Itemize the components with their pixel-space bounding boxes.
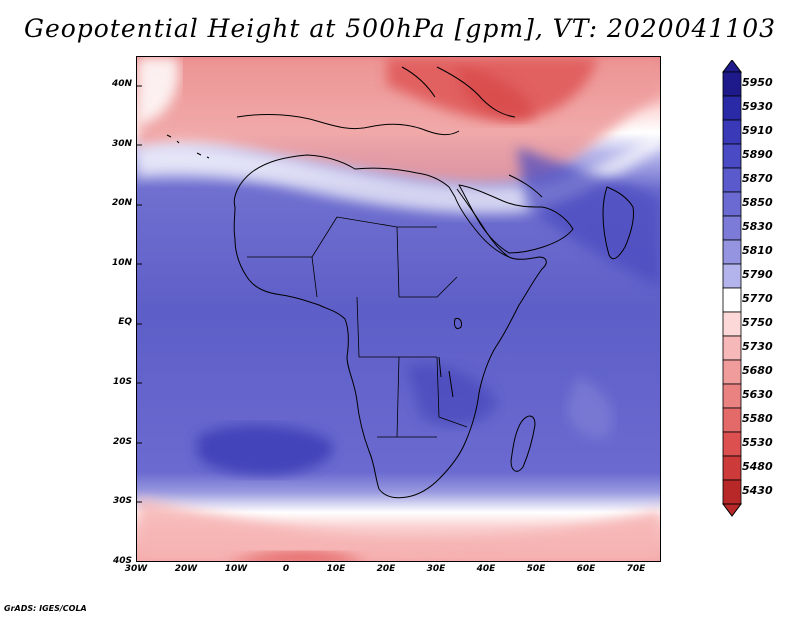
coastlines — [166, 66, 634, 499]
europe-coastline — [236, 114, 460, 136]
colorbar-level-label: 5870 — [742, 172, 773, 185]
lat-tick-label: 40N — [111, 79, 132, 89]
indian-ocean-light-area — [567, 377, 613, 439]
madagascar-coastline — [510, 415, 536, 472]
colorbar-level-label: 5680 — [742, 364, 773, 377]
map-title: Geopotential Height at 500hPa [gpm], VT:… — [23, 14, 777, 43]
colorbar-segment — [722, 167, 742, 193]
colorbar-level-label: 5930 — [742, 100, 773, 113]
balkans-coastline — [401, 66, 516, 118]
lat-tick-label: EQ — [118, 317, 132, 328]
lake-victoria — [454, 318, 462, 330]
canary-islands — [166, 134, 210, 159]
lat-tick-label: 10S — [112, 377, 132, 387]
colorbar-bottom-arrow — [722, 503, 742, 517]
lon-tick-label: 60E — [576, 564, 596, 574]
colorbar-segment — [722, 455, 742, 481]
colorbar-segment — [722, 263, 742, 289]
lat-tick-label: 30N — [111, 138, 132, 149]
colorbar-level-label: 5770 — [742, 292, 773, 305]
colorbar-segment — [722, 407, 742, 433]
arabia-coastline — [458, 184, 574, 254]
colorbar-segment — [722, 431, 742, 457]
colorbar-level-label: 5530 — [742, 436, 773, 449]
geopotential-map — [137, 57, 660, 561]
lon-tick-label: 10W — [224, 564, 248, 574]
lon-tick-label: 40E — [476, 564, 496, 574]
south-low-core — [233, 551, 363, 561]
colorbar-level-label: 5830 — [742, 220, 773, 233]
colorbar-level-label: 5630 — [742, 388, 773, 401]
northwest-ridge — [137, 57, 179, 127]
colorbar-segment — [722, 143, 742, 169]
colorbar-segment — [722, 239, 742, 265]
india-coastline — [602, 186, 634, 260]
colorbar-segment — [722, 119, 742, 145]
north-low-inner — [457, 67, 533, 120]
colorbar-level-label: 5910 — [742, 124, 773, 137]
lon-tick-label: 0 — [282, 564, 290, 574]
lon-tick-label: 70E — [626, 564, 646, 574]
lon-tick-label: 10E — [326, 564, 346, 574]
colorbar-level-label: 5810 — [742, 244, 773, 257]
colorbar-segment — [722, 95, 742, 121]
colorbar-segment — [722, 359, 742, 385]
lon-tick-label: 50E — [526, 564, 546, 574]
colorbar-segment — [722, 71, 742, 97]
colorbar-level-label: 5790 — [742, 268, 773, 281]
axis-ticks — [137, 85, 142, 503]
colorbar-segment — [722, 335, 742, 361]
lat-tick-label: 20N — [111, 198, 132, 209]
rift-lakes — [438, 356, 454, 398]
country-borders — [247, 216, 468, 438]
lon-tick-label: 30E — [426, 564, 446, 574]
lon-tick-label: 20W — [174, 564, 198, 574]
grads-credit: GrADS: IGES/COLA — [4, 604, 87, 613]
lon-tick-label: 30W — [124, 564, 148, 574]
africa-coastline — [233, 154, 547, 499]
south-trough-band — [137, 497, 660, 561]
colorbar-segment — [722, 191, 742, 217]
colorbar-level-label: 5850 — [742, 196, 773, 209]
arabian-sea-high — [517, 147, 660, 287]
colorbar-legend: 5950 5930 5910 5890 5870 5850 5830 5810 5790 5770… — [722, 59, 800, 560]
colorbar-level-label: 5750 — [742, 316, 773, 329]
colorbar-level-label: 5890 — [742, 148, 773, 161]
colorbar-segment — [722, 287, 742, 313]
colorbar-level-label: 5580 — [742, 412, 773, 425]
colorbar-level-label: 5480 — [742, 460, 773, 473]
colorbar-top-arrow — [722, 59, 742, 73]
colorbar-segment — [722, 311, 742, 337]
colorbar-level-label: 5430 — [742, 484, 773, 497]
map-frame — [136, 56, 661, 562]
southeast-africa-high — [407, 364, 497, 426]
lat-tick-label: 30S — [112, 496, 132, 507]
colorbar-segment — [722, 215, 742, 241]
colorbar-level-label: 5730 — [742, 340, 773, 353]
colorbar-segment — [722, 479, 742, 505]
south-atlantic-high — [197, 425, 334, 476]
lon-tick-label: 20E — [376, 564, 396, 574]
colorbar-segment — [722, 383, 742, 409]
persian-gulf-coast — [508, 174, 543, 198]
lat-tick-label: 40S — [112, 555, 132, 566]
lat-tick-label: 20S — [112, 436, 132, 447]
colorbar-level-label: 5950 — [742, 76, 773, 89]
red-sea-coast — [456, 188, 510, 258]
lat-tick-label: 10N — [111, 257, 132, 268]
colorbar-svg — [722, 59, 742, 517]
